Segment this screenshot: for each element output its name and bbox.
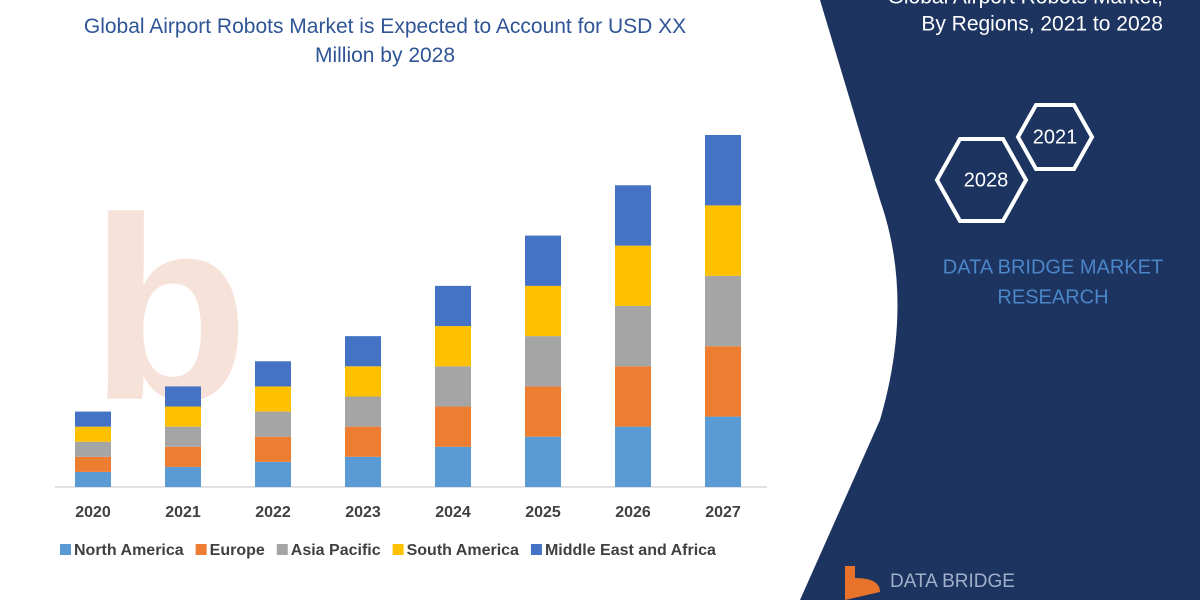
bar-segment	[435, 446, 471, 487]
legend-swatch	[276, 544, 288, 555]
legend-swatch	[530, 544, 542, 555]
bar-segment	[615, 305, 651, 367]
bar-segment	[705, 275, 741, 347]
x-tick-label: 2021	[165, 504, 201, 521]
side-panel	[800, 0, 1200, 600]
bar-segment	[75, 471, 111, 487]
legend-label: South America	[407, 542, 519, 559]
brand-text: RESEARCH	[997, 286, 1108, 308]
bar-segment	[525, 336, 561, 387]
panel-title: By Regions, 2021 to 2028	[921, 13, 1163, 36]
x-tick-label: 2027	[705, 504, 741, 521]
bar-segment	[165, 446, 201, 467]
bar-segment	[255, 461, 291, 487]
bar-segment	[345, 456, 381, 487]
x-tick-label: 2022	[255, 504, 291, 521]
legend-swatch	[392, 544, 404, 555]
bar-segment	[255, 361, 291, 387]
bar-segment	[255, 411, 291, 437]
badge-hexagon	[934, 137, 1029, 223]
bar-segment	[615, 185, 651, 246]
bar-segment	[345, 336, 381, 367]
badge-hexagon	[1015, 103, 1095, 171]
x-tick-label: 2024	[435, 504, 471, 521]
bar-segment	[165, 426, 201, 447]
legend-label: North America	[74, 542, 184, 559]
bar-segment	[75, 426, 111, 442]
bar-segment	[165, 406, 201, 427]
logo-icon	[845, 566, 880, 600]
legend-label: Middle East and Africa	[545, 542, 716, 559]
logo-text: DATA BRIDGE	[890, 571, 1015, 592]
bar-segment	[165, 386, 201, 407]
bar-segment	[615, 245, 651, 306]
bar-segment	[345, 366, 381, 397]
x-tick-label: 2025	[525, 504, 561, 521]
bar-segment	[255, 436, 291, 462]
bar-segment	[705, 416, 741, 487]
legend-label: Europe	[210, 542, 265, 559]
badge-label: 2028	[964, 169, 1009, 191]
panel-title: Global Airport Robots Market,	[888, 0, 1163, 9]
bar-segment	[345, 426, 381, 457]
badge-label: 2021	[1033, 126, 1078, 148]
bar-segment	[705, 135, 741, 206]
bar-segment	[705, 205, 741, 276]
x-tick-label: 2023	[345, 504, 381, 521]
bar-segment	[435, 366, 471, 407]
bar-segment	[525, 386, 561, 437]
bar-segment	[615, 426, 651, 487]
brand-text: DATA BRIDGE MARKET	[943, 256, 1163, 278]
legend-label: Asia Pacific	[291, 542, 381, 559]
bar-segment	[705, 346, 741, 417]
bar-segment	[345, 396, 381, 427]
bar-segment	[165, 466, 201, 487]
bar-segment	[435, 326, 471, 367]
legend-swatch	[60, 544, 71, 555]
bar-segment	[525, 285, 561, 337]
legend-swatch	[195, 544, 207, 555]
x-tick-label: 2026	[615, 504, 651, 521]
bar-segment	[435, 285, 471, 327]
bar-segment	[255, 386, 291, 412]
bar-segment	[75, 411, 111, 427]
bar-segment	[525, 436, 561, 487]
bar-segment	[525, 235, 561, 286]
bar-segment	[75, 456, 111, 472]
bar-segment	[615, 366, 651, 427]
bar-segment	[75, 441, 111, 457]
bar-segment	[435, 406, 471, 447]
x-tick-label: 2020	[75, 504, 111, 521]
chart-title: Global Airport Robots Market is Expected…	[83, 15, 687, 67]
